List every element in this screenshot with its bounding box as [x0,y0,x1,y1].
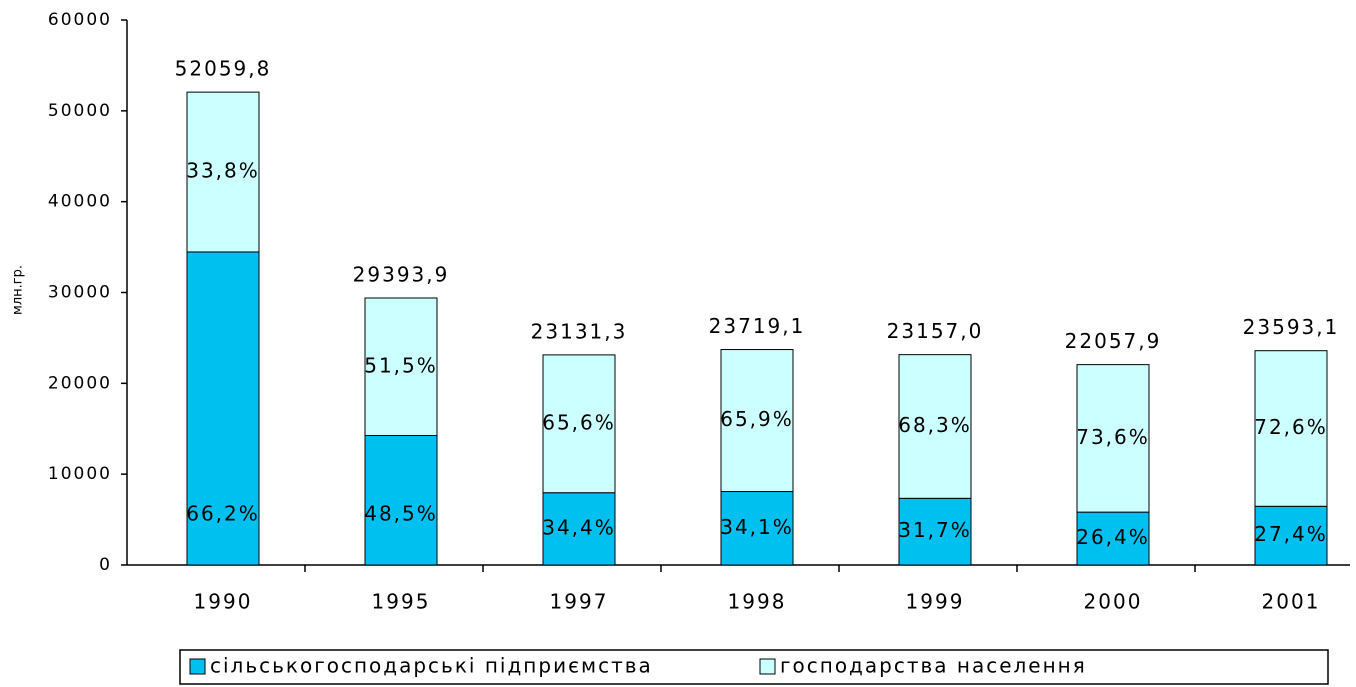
bar-segment [1254,505,1328,566]
y-tick-label: 0 [99,555,112,575]
share-label: 34,4% [542,515,616,539]
bar-segment [1254,350,1328,507]
y-tick-label: 60000 [48,10,112,30]
x-tick-label: 2001 [1262,590,1321,614]
y-tick-label: 30000 [48,283,112,303]
x-tick-label: 1999 [906,590,965,614]
bar-segment [542,492,616,566]
share-label: 65,6% [542,410,616,434]
y-tick-label: 10000 [48,464,112,484]
y-tick-label: 40000 [48,192,112,212]
x-tick-label: 1997 [550,590,609,614]
x-tick-label: 1998 [728,590,787,614]
bar-segment [542,354,616,494]
total-label: 29393,9 [353,263,450,287]
y-tick-label: 20000 [48,373,112,393]
y-tick-label: 50000 [48,101,112,121]
share-label: 34,1% [720,515,794,539]
share-label: 72,6% [1254,415,1328,439]
y-axis-label: млн.гр. [11,265,26,315]
share-label: 51,5% [364,353,438,377]
bar-segment [364,297,438,437]
share-label: 26,4% [1076,525,1150,549]
share-label: 33,8% [186,159,260,183]
bar-segment [186,91,260,253]
bar-segment [1076,511,1150,566]
bar-segment [1076,364,1150,513]
bar-segment [186,251,260,566]
bar-segment [720,491,794,566]
total-label: 23593,1 [1243,315,1340,339]
x-tick-label: 1990 [194,590,253,614]
bar-segment [898,497,972,566]
bar-segment [898,354,972,499]
share-label: 48,5% [364,502,438,526]
legend-label: господарства населення [780,654,1087,678]
total-label: 52059,8 [175,57,272,81]
bar-segment [364,435,438,566]
legend-swatch [189,658,206,675]
share-label: 31,7% [898,518,972,542]
legend-swatch [759,658,776,675]
total-label: 23157,0 [887,319,984,343]
x-tick-label: 1995 [372,590,431,614]
share-label: 68,3% [898,413,972,437]
bar-segment [720,349,794,493]
total-label: 22057,9 [1065,329,1162,353]
total-label: 23131,3 [531,319,628,343]
share-label: 65,9% [720,407,794,431]
x-tick-label: 2000 [1084,590,1143,614]
share-label: 73,6% [1076,425,1150,449]
legend-box [179,649,1329,685]
total-label: 23719,1 [709,314,806,338]
share-label: 66,2% [186,502,260,526]
share-label: 27,4% [1254,522,1328,546]
legend-label: сільськогосподарські підприємства [210,654,653,678]
